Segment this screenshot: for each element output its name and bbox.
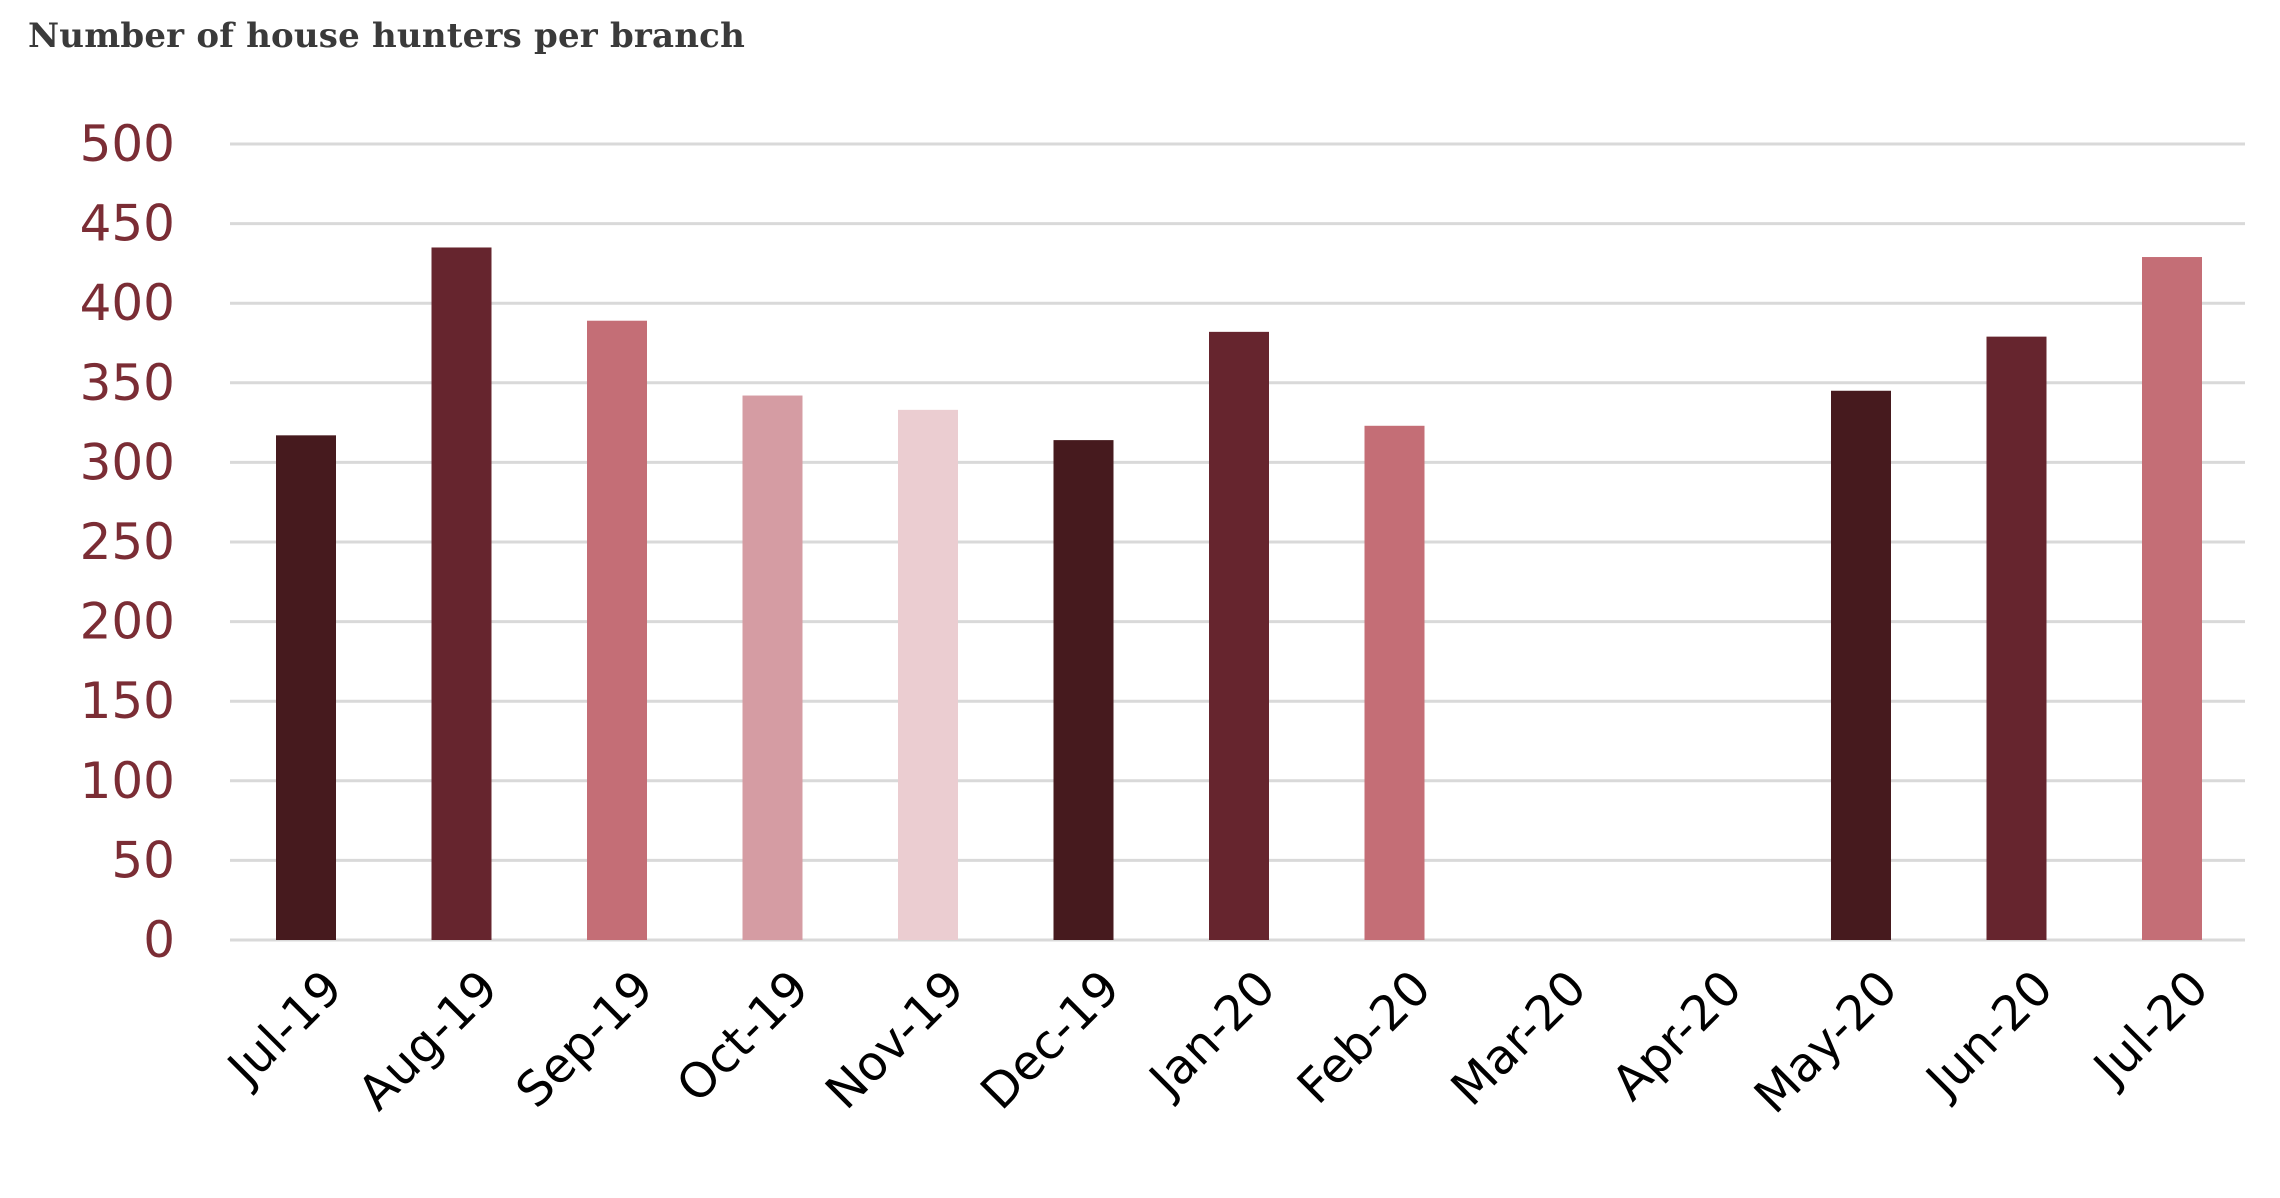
bar-jul-19 <box>276 435 336 940</box>
bar-jul-20 <box>2142 257 2202 941</box>
y-tick-label: 350 <box>80 354 175 412</box>
x-tick-label: Aug-19 <box>348 960 509 1121</box>
y-tick-label: 250 <box>80 513 175 571</box>
x-tick-label: Mar-20 <box>1440 960 1597 1117</box>
x-tick-label: Nov-19 <box>815 960 975 1120</box>
bar-may-20 <box>1831 390 1891 940</box>
y-tick-label: 500 <box>80 115 175 173</box>
bar-jun-20 <box>1986 336 2047 941</box>
y-tick-label: 0 <box>143 911 175 969</box>
bar-dec-19 <box>1053 440 1114 940</box>
chart-title: Number of house hunters per branch <box>28 16 745 56</box>
bar-aug-19 <box>431 247 492 941</box>
bar-nov-19 <box>898 409 958 940</box>
y-tick-label: 400 <box>80 274 175 332</box>
x-tick-label: Oct-19 <box>666 960 820 1114</box>
y-tick-label: 200 <box>80 593 175 651</box>
x-tick-label: Jul-20 <box>2081 960 2219 1098</box>
x-tick-label: Jan-20 <box>1137 960 1286 1109</box>
y-tick-label: 100 <box>80 752 175 810</box>
bar-oct-19 <box>742 395 803 940</box>
bar-jan-20 <box>1209 331 1269 941</box>
y-axis-tick-labels: 0 50 100 150 200 250 300 350 400 450 500 <box>80 115 175 969</box>
x-tick-label: Apr-20 <box>1601 960 1753 1112</box>
x-tick-label: Feb-20 <box>1287 960 1442 1115</box>
x-tick-label: May-20 <box>1744 960 1909 1125</box>
bar-sep-19 <box>587 320 647 940</box>
x-tick-label: Jun-20 <box>1914 960 2064 1110</box>
y-tick-label: 50 <box>111 831 175 889</box>
y-tick-label: 450 <box>80 195 175 253</box>
bar-feb-20 <box>1364 425 1425 940</box>
y-tick-label: 150 <box>80 672 175 730</box>
x-tick-label: Dec-19 <box>970 960 1131 1121</box>
x-tick-label: Sep-19 <box>505 960 664 1119</box>
x-tick-label: Jul-19 <box>215 960 353 1098</box>
y-tick-label: 300 <box>80 433 175 491</box>
bars <box>276 247 2202 941</box>
